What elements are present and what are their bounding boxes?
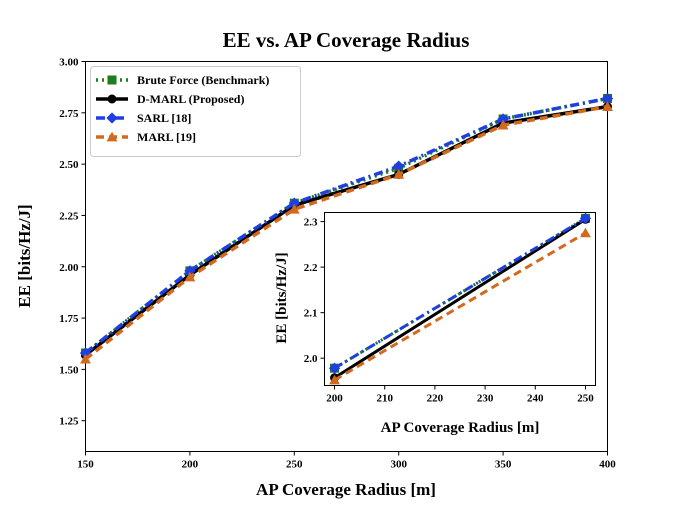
legend-label: SARL [18] bbox=[137, 111, 191, 125]
inset-series-line bbox=[333, 231, 587, 382]
inset-plot-frame bbox=[324, 212, 596, 386]
main-data-point bbox=[80, 353, 91, 364]
main-data-point bbox=[184, 271, 196, 282]
inset-series-3 bbox=[329, 227, 591, 385]
main-ticks: 150 200 250 300 350 400 1.25 1.50 1.75 2.00 2.25 2.… bbox=[59, 57, 616, 471]
inset-axes: 200 210 220 230 240 250 2.0 2.1 2.2 2.3 AP Covera… bbox=[274, 212, 596, 436]
inset-data-point bbox=[579, 212, 592, 225]
main-y-tick-label: 2.25 bbox=[59, 210, 79, 222]
main-data-point bbox=[497, 113, 509, 125]
main-data-point bbox=[602, 101, 613, 111]
main-x-tick-label: 250 bbox=[286, 459, 303, 471]
chart-title: EE vs. AP Coverage Radius bbox=[223, 28, 470, 52]
inset-x-axis-label: AP Coverage Radius [m] bbox=[381, 420, 540, 436]
inset-series-2 bbox=[328, 212, 592, 374]
legend-label: Brute Force (Benchmark) bbox=[137, 73, 269, 87]
inset-series-line bbox=[333, 217, 587, 370]
main-series bbox=[79, 92, 614, 364]
inset-data-point bbox=[328, 362, 341, 374]
inset-x-tick-label: 250 bbox=[577, 393, 594, 405]
inset-x-tick-label: 220 bbox=[427, 393, 444, 405]
legend-item: MARL [19] bbox=[96, 130, 196, 144]
legend-marker bbox=[107, 94, 117, 104]
main-series-line bbox=[84, 96, 608, 355]
main-x-tick-label: 200 bbox=[182, 459, 199, 471]
main-series-line bbox=[84, 104, 608, 361]
legend-item: Brute Force (Benchmark) bbox=[96, 73, 269, 87]
main-data-point bbox=[288, 197, 300, 209]
main-x-tick-label: 350 bbox=[495, 459, 512, 471]
main-data-point bbox=[393, 168, 405, 179]
inset-x-tick-label: 230 bbox=[477, 393, 494, 405]
main-axes: 150 200 250 300 350 400 1.25 1.50 1.75 2.00 2.25 2.… bbox=[15, 57, 616, 500]
main-y-tick-label: 1.25 bbox=[59, 416, 79, 428]
inset-y-axis-label: EE [bits/Hz/J] bbox=[274, 252, 290, 343]
legend-item: D-MARL (Proposed) bbox=[96, 92, 244, 106]
main-y-tick-label: 2.75 bbox=[59, 108, 79, 120]
inset-y-tick-label: 2.3 bbox=[304, 217, 318, 229]
legend-item: SARL [18] bbox=[96, 111, 191, 125]
inset-y-tick-label: 2.2 bbox=[304, 262, 318, 274]
legend-marker bbox=[106, 112, 118, 124]
legend-marker bbox=[107, 75, 117, 85]
inset-x-tick-label: 200 bbox=[326, 393, 343, 405]
inset-series-line bbox=[333, 217, 587, 370]
inset-series bbox=[328, 212, 592, 385]
main-x-tick-label: 150 bbox=[77, 459, 94, 471]
main-x-tick-label: 400 bbox=[599, 459, 616, 471]
main-data-point bbox=[497, 119, 509, 130]
main-series-3 bbox=[80, 101, 613, 364]
main-x-tick-label: 300 bbox=[390, 459, 407, 471]
main-y-tick-label: 1.75 bbox=[59, 313, 79, 325]
main-y-tick-label: 1.50 bbox=[59, 364, 79, 376]
inset-series-line bbox=[333, 218, 587, 380]
legend-items: Brute Force (Benchmark) D-MARL (Proposed)… bbox=[96, 73, 269, 144]
legend-label: MARL [19] bbox=[137, 130, 196, 144]
inset-ticks: 200 210 220 230 240 250 2.0 2.1 2.2 2.3 bbox=[304, 217, 594, 405]
inset-data-point bbox=[329, 374, 340, 385]
main-data-point bbox=[601, 92, 614, 105]
inset-y-tick-label: 2.0 bbox=[304, 353, 318, 365]
inset-x-tick-label: 240 bbox=[527, 393, 544, 405]
legend-label: D-MARL (Proposed) bbox=[137, 92, 244, 106]
main-x-axis-label: AP Coverage Radius [m] bbox=[256, 480, 436, 499]
legend-marker bbox=[106, 131, 118, 142]
legend: Brute Force (Benchmark) D-MARL (Proposed)… bbox=[90, 66, 301, 157]
main-data-point bbox=[393, 160, 405, 172]
main-plot-frame bbox=[85, 61, 608, 452]
inset-data-point bbox=[580, 227, 591, 238]
inset-y-tick-label: 2.1 bbox=[304, 308, 318, 320]
main-y-axis-label: EE [bits/Hz/J] bbox=[15, 204, 34, 307]
main-data-point bbox=[288, 203, 300, 214]
inset-x-tick-label: 210 bbox=[376, 393, 393, 405]
main-y-tick-label: 2.00 bbox=[59, 262, 79, 274]
main-y-tick-label: 3.00 bbox=[59, 57, 79, 69]
legend-box bbox=[90, 66, 301, 157]
main-series-2 bbox=[79, 92, 614, 359]
main-y-tick-label: 2.50 bbox=[59, 159, 79, 171]
